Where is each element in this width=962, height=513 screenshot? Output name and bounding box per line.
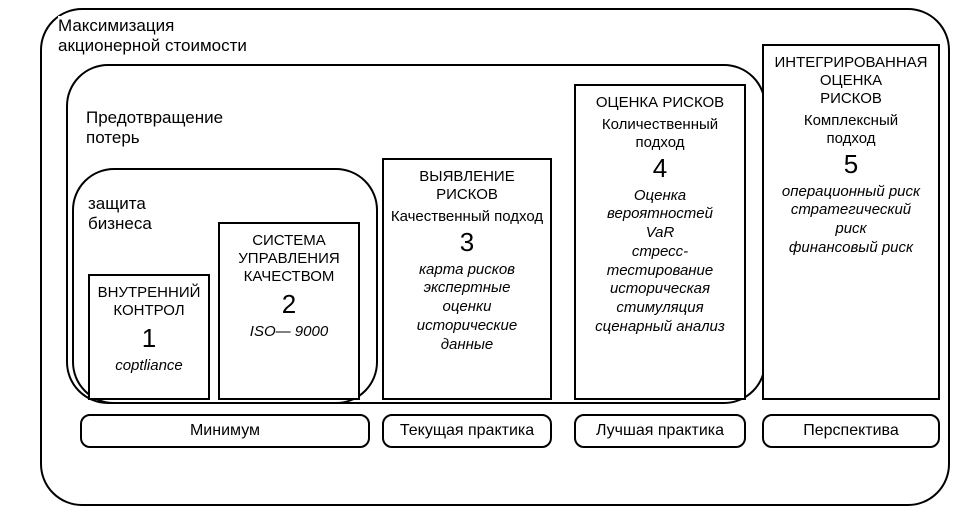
box-subtitle: Количественныйподход bbox=[582, 116, 738, 152]
box-subtitle: Качественный подход bbox=[390, 208, 544, 226]
tag-current: Текущая практика bbox=[382, 414, 552, 448]
box-number: 2 bbox=[226, 290, 352, 319]
tag-best: Лучшая практика bbox=[574, 414, 746, 448]
box-number: 5 bbox=[770, 150, 932, 179]
box-desc: карта рисковэкспертныеоценкиисторические… bbox=[390, 261, 544, 355]
label-outer: Максимизацияакционерной стоимости bbox=[58, 16, 247, 57]
box-number: 1 bbox=[96, 324, 202, 353]
label-middle: Предотвращениепотерь bbox=[86, 108, 223, 149]
box-desc: coptliance bbox=[96, 357, 202, 376]
tag-minimum: Минимум bbox=[80, 414, 370, 448]
box-number: 3 bbox=[390, 228, 544, 257]
box-internal-control: ВНУТРЕННИЙКОНТРОЛ 1 coptliance bbox=[88, 274, 210, 400]
box-desc: ISO— 9000 bbox=[226, 323, 352, 342]
box-risk-identification: ВЫЯВЛЕНИЕ РИСКОВ Качественный подход 3 к… bbox=[382, 158, 552, 400]
tag-perspective: Перспектива bbox=[762, 414, 940, 448]
box-title: ИНТЕГРИРОВАННАЯОЦЕНКАРИСКОВ bbox=[770, 54, 932, 108]
box-number: 4 bbox=[582, 154, 738, 183]
box-desc: операционный рискстратегическийрискфинан… bbox=[770, 183, 932, 258]
box-quality-system: СИСТЕМАУПРАВЛЕНИЯКАЧЕСТВОМ 2 ISO— 9000 bbox=[218, 222, 360, 400]
box-desc: ОценкавероятностейVaRстресс-тестирование… bbox=[582, 187, 738, 337]
box-title: ОЦЕНКА РИСКОВ bbox=[582, 94, 738, 112]
box-title: ВЫЯВЛЕНИЕ РИСКОВ bbox=[390, 168, 544, 204]
box-integrated-risk: ИНТЕГРИРОВАННАЯОЦЕНКАРИСКОВ Комплексныйп… bbox=[762, 44, 940, 400]
box-subtitle: Комплексныйподход bbox=[770, 112, 932, 148]
box-title: ВНУТРЕННИЙКОНТРОЛ bbox=[96, 284, 202, 320]
label-inner: защитабизнеса bbox=[88, 194, 152, 235]
box-risk-assessment: ОЦЕНКА РИСКОВ Количественныйподход 4 Оце… bbox=[574, 84, 746, 400]
box-title: СИСТЕМАУПРАВЛЕНИЯКАЧЕСТВОМ bbox=[226, 232, 352, 286]
